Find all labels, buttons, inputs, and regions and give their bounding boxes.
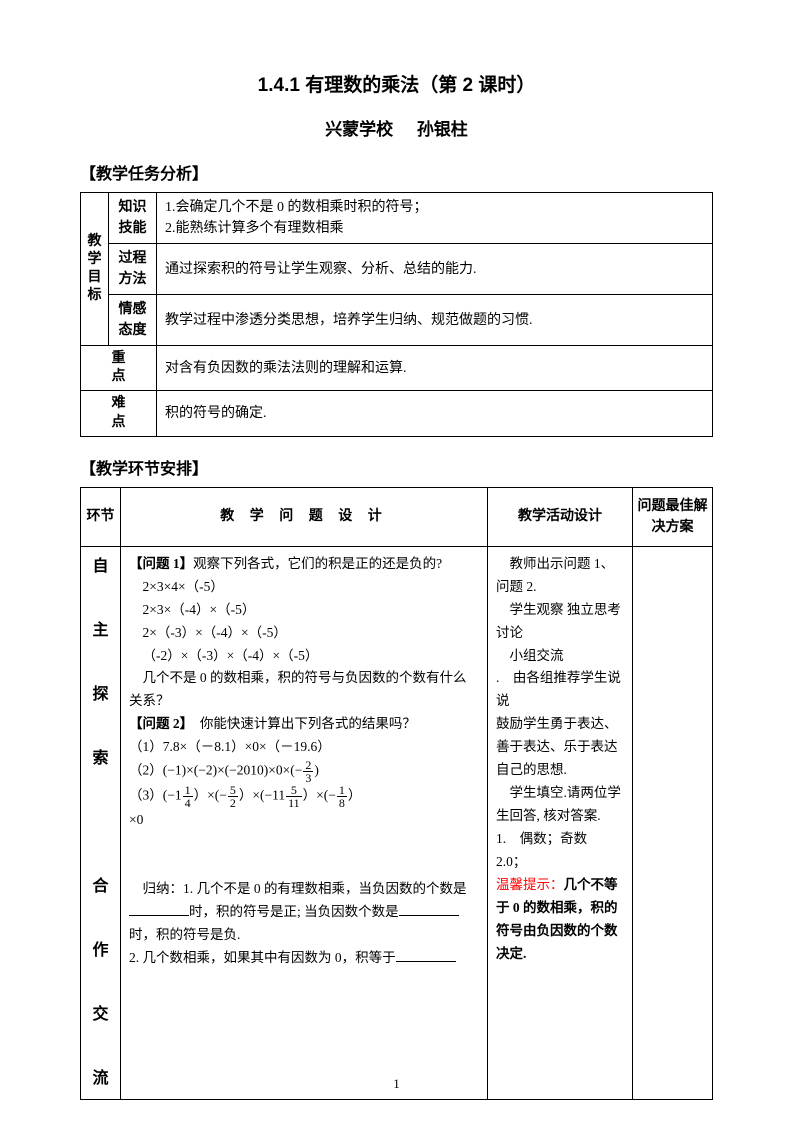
table-row: 过程方法 通过探索积的符号让学生观察、分析、总结的能力. [81, 244, 713, 295]
keypoint-label: 重点 [81, 346, 157, 391]
env-label: 自主探索合作交流 [81, 546, 121, 1099]
emotion-content: 教学过程中渗透分类思想，培养学生归纳、规范做题的习惯. [157, 295, 713, 346]
design-content: 【问题 1】观察下列各式，它们的积是正的还是负的? 2×3×4×（-5） 2×3… [121, 546, 488, 1099]
emotion-label: 情感态度 [109, 295, 157, 346]
table-row: 自主探索合作交流 【问题 1】观察下列各式，它们的积是正的还是负的? 2×3×4… [81, 546, 713, 1099]
page-title: 1.4.1 有理数的乘法（第 2 课时） [80, 70, 713, 97]
arrangement-table: 环节 教 学 问 题 设 计 教学活动设计 问题最佳解决方案 自主探索合作交流 … [80, 487, 713, 1100]
section-header-analysis: 【教学任务分析】 [80, 160, 713, 184]
goal-label: 教学目标 [81, 193, 109, 346]
table-row: 重点 对含有负因数的乘法法则的理解和运算. [81, 346, 713, 391]
knowledge-content: 1.会确定几个不是 0 的数相乘时积的符号； 2.能熟练计算多个有理数相乘 [157, 193, 713, 244]
design-header: 教 学 问 题 设 计 [121, 487, 488, 546]
knowledge-label: 知识技能 [109, 193, 157, 244]
section-header-arrangement: 【教学环节安排】 [80, 455, 713, 479]
analysis-table: 教学目标 知识技能 1.会确定几个不是 0 的数相乘时积的符号； 2.能熟练计算… [80, 192, 713, 437]
activity-header: 教学活动设计 [488, 487, 633, 546]
author-name: 孙银柱 [417, 120, 468, 139]
page-number: 1 [0, 1076, 793, 1092]
table-row: 教学目标 知识技能 1.会确定几个不是 0 的数相乘时积的符号； 2.能熟练计算… [81, 193, 713, 244]
solution-content [633, 546, 713, 1099]
page-subtitle: 兴蒙学校 孙银柱 [80, 115, 713, 140]
table-header-row: 环节 教 学 问 题 设 计 教学活动设计 问题最佳解决方案 [81, 487, 713, 546]
diffpoint-content: 积的符号的确定. [157, 391, 713, 436]
school-name: 兴蒙学校 [325, 120, 393, 139]
diffpoint-label: 难点 [81, 391, 157, 436]
solution-header: 问题最佳解决方案 [633, 487, 713, 546]
keypoint-content: 对含有负因数的乘法法则的理解和运算. [157, 346, 713, 391]
process-content: 通过探索积的符号让学生观察、分析、总结的能力. [157, 244, 713, 295]
tip-label: 温馨提示： [496, 877, 564, 892]
process-label: 过程方法 [109, 244, 157, 295]
table-row: 难点 积的符号的确定. [81, 391, 713, 436]
table-row: 情感态度 教学过程中渗透分类思想，培养学生归纳、规范做题的习惯. [81, 295, 713, 346]
activity-content: 教师出示问题 1、问题 2. 学生观察 独立思考 讨论 小组交流 . 由各组推荐… [488, 546, 633, 1099]
env-header: 环节 [81, 487, 121, 546]
